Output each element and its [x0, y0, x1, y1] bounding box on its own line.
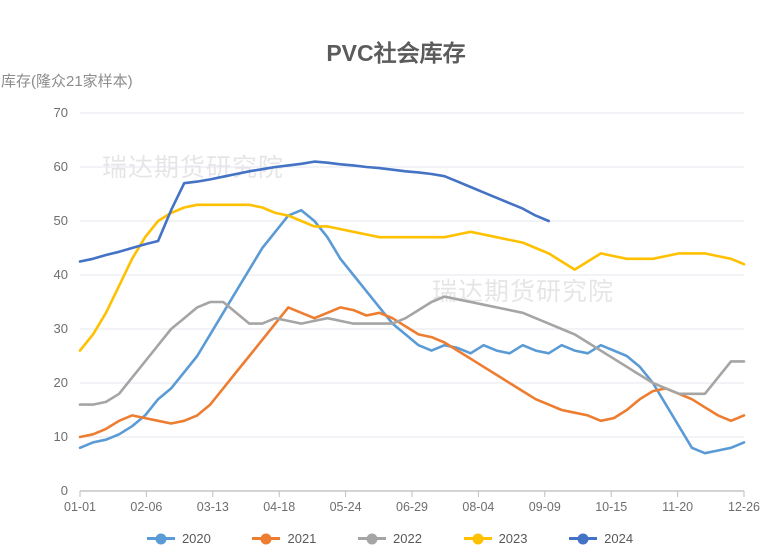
- svg-text:40: 40: [54, 267, 68, 282]
- svg-text:09-09: 09-09: [529, 500, 561, 514]
- svg-text:50: 50: [54, 213, 68, 228]
- svg-text:20: 20: [54, 375, 68, 390]
- svg-text:70: 70: [54, 105, 68, 120]
- svg-text:08-04: 08-04: [462, 500, 494, 514]
- svg-text:01-01: 01-01: [64, 500, 96, 514]
- svg-text:60: 60: [54, 159, 68, 174]
- svg-text:12-26: 12-26: [728, 500, 760, 514]
- svg-text:30: 30: [54, 321, 68, 336]
- svg-text:0: 0: [61, 483, 68, 498]
- svg-text:10: 10: [54, 429, 68, 444]
- svg-text:02-06: 02-06: [130, 500, 162, 514]
- svg-text:04-18: 04-18: [263, 500, 295, 514]
- svg-text:03-13: 03-13: [197, 500, 229, 514]
- svg-text:11-20: 11-20: [662, 500, 693, 514]
- svg-text:06-29: 06-29: [396, 500, 428, 514]
- svg-text:05-24: 05-24: [330, 500, 362, 514]
- svg-text:10-15: 10-15: [595, 500, 627, 514]
